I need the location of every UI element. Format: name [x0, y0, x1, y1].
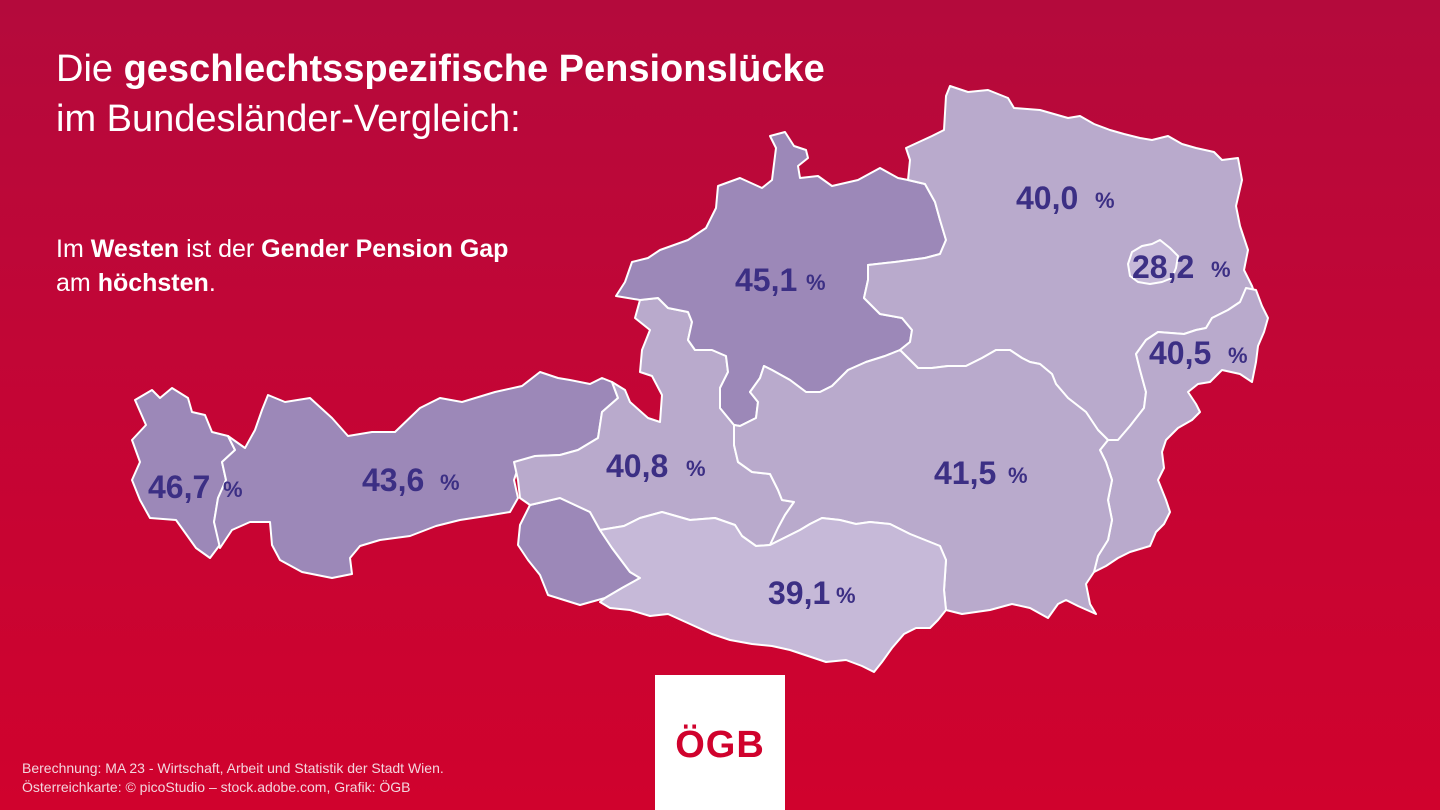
percent-burgenland: %: [1228, 343, 1248, 368]
value-oberoesterreich: 45,1: [735, 262, 797, 298]
subtitle-bold-westen: Westen: [90, 235, 180, 263]
subtitle-line2-end: .: [208, 269, 216, 297]
label-steiermark: 41,5 %: [934, 455, 1028, 491]
percent-tirol: %: [440, 470, 460, 495]
subtitle-bold-gap: Gender Pension Gap: [261, 235, 509, 263]
title-prefix: Die: [56, 48, 124, 90]
percent-vorarlberg: %: [223, 477, 243, 502]
oegb-logo: ÖGB: [655, 675, 785, 810]
value-tirol: 43,6: [362, 462, 424, 498]
value-kaernten: 39,1: [768, 575, 830, 611]
value-vorarlberg: 46,7: [148, 469, 210, 505]
value-wien: 28,2: [1132, 249, 1194, 285]
title-line2: im Bundesländer-Vergleich:: [56, 98, 521, 140]
percent-niederoesterreich: %: [1095, 188, 1115, 213]
label-tirol: 43,6 %: [362, 462, 460, 498]
label-vorarlberg: 46,7 %: [148, 469, 243, 505]
percent-oberoesterreich: %: [806, 270, 826, 295]
title-bold: geschlechtsspezifische Pensionslücke: [123, 48, 825, 90]
region-wien: [1127, 239, 1179, 285]
logo-text: ÖGB: [675, 724, 765, 766]
credits-line1: Berechnung: MA 23 - Wirtschaft, Arbeit u…: [22, 760, 444, 776]
label-oberoesterreich: 45,1 %: [735, 262, 826, 298]
credits-line2: Österreichkarte: © picoStudio – stock.ad…: [22, 779, 411, 795]
percent-salzburg: %: [686, 456, 706, 481]
region-burgenland: [1093, 287, 1269, 573]
percent-steiermark: %: [1008, 463, 1028, 488]
subtitle-part1: Im: [56, 235, 91, 263]
percent-kaernten: %: [836, 583, 856, 608]
subtitle-line2-bold: höchsten: [97, 269, 209, 297]
label-salzburg: 40,8 %: [606, 448, 706, 484]
value-burgenland: 40,5: [1149, 335, 1211, 371]
value-steiermark: 41,5: [934, 455, 996, 491]
subtitle-part2: ist der: [179, 235, 262, 263]
label-niederoesterreich: 40,0 %: [1016, 180, 1115, 216]
subtitle-line2-part1: am: [56, 269, 98, 297]
label-wien: 28,2 %: [1132, 249, 1231, 285]
label-burgenland: 40,5 %: [1149, 335, 1248, 371]
page-title: Die geschlechtsspezifische Pensionslücke…: [56, 44, 825, 144]
percent-wien: %: [1211, 257, 1231, 282]
source-credits: Berechnung: MA 23 - Wirtschaft, Arbeit u…: [22, 759, 444, 797]
label-kaernten: 39,1 %: [768, 575, 856, 611]
value-salzburg: 40,8: [606, 448, 668, 484]
region-kaernten: [599, 511, 947, 673]
value-niederoesterreich: 40,0: [1016, 180, 1078, 216]
subtitle: Im Westen ist der Gender Pension Gap am …: [56, 232, 508, 300]
